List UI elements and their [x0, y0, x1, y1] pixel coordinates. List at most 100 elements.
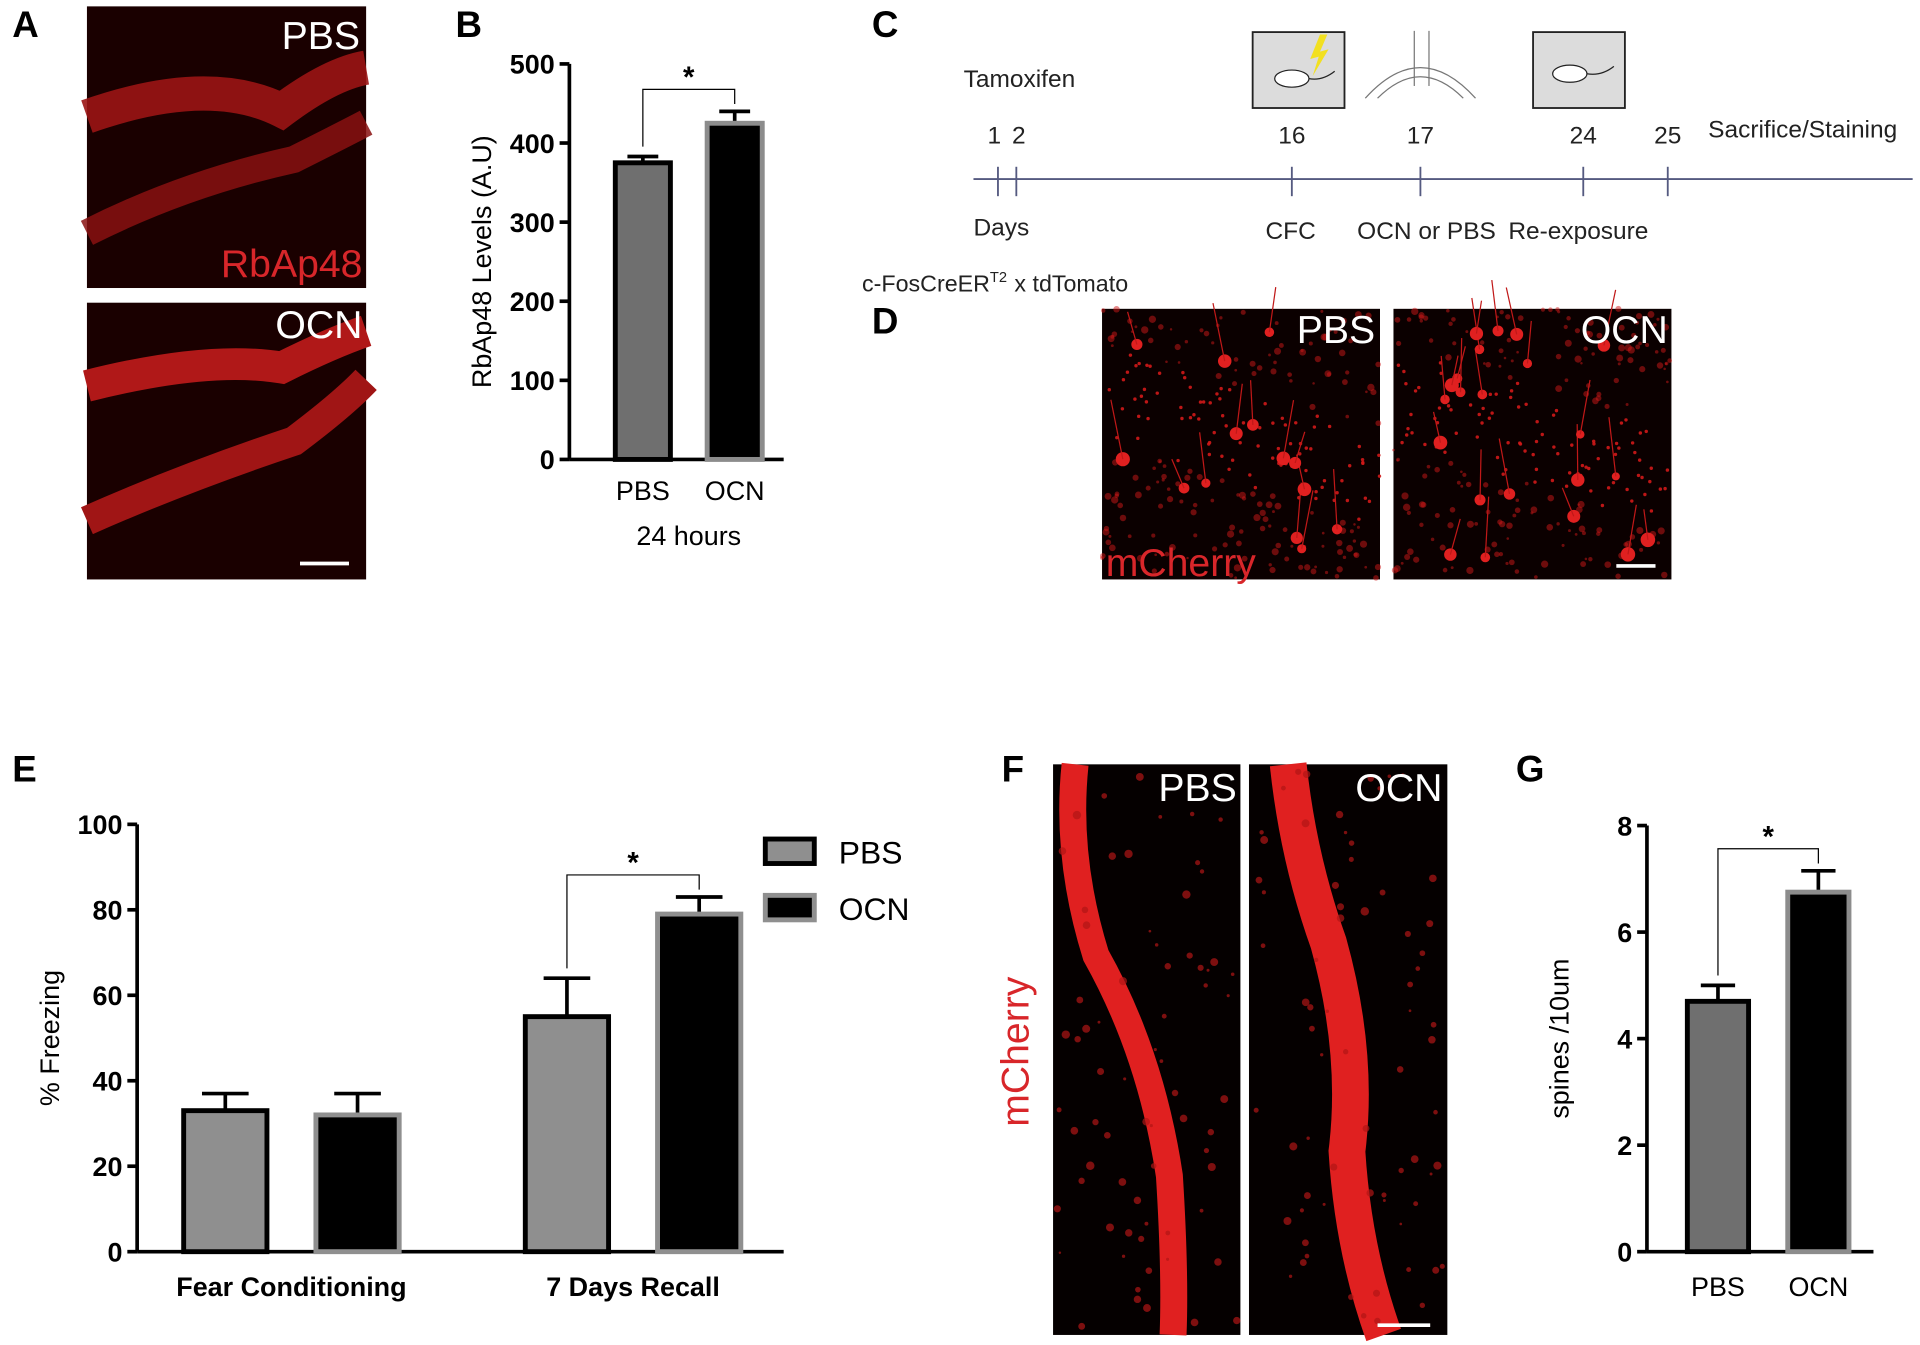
cell-dot — [1660, 347, 1666, 353]
cell-dot — [1288, 442, 1293, 446]
cell-dot — [1505, 314, 1511, 320]
cell-dot — [1592, 442, 1596, 446]
cell-dot — [1516, 405, 1521, 409]
spine-dot — [1195, 860, 1201, 866]
cell-dot — [1400, 440, 1404, 445]
cell-dot — [1161, 473, 1167, 480]
spine-dot — [1401, 773, 1405, 777]
y-tick-label: 2 — [1617, 1131, 1632, 1161]
cell-dot — [1523, 449, 1527, 453]
cell-dot — [1361, 461, 1365, 466]
y-axis-label: % Freezing — [35, 970, 65, 1106]
cell-dot — [1164, 551, 1170, 557]
spine-dot — [1301, 998, 1310, 1007]
spine-dot — [1362, 1124, 1370, 1132]
cell-dot — [1584, 465, 1588, 469]
spine-dot — [1135, 772, 1144, 781]
cell-dot — [1499, 309, 1504, 315]
cell-dot — [1633, 450, 1637, 455]
cell-dot — [1345, 370, 1350, 375]
cell-process — [1475, 300, 1483, 334]
spine-dot — [1074, 1035, 1081, 1043]
cell-dot — [1446, 308, 1450, 313]
bar — [313, 1112, 402, 1255]
spine-dot — [1261, 890, 1266, 895]
cell-dot — [1555, 385, 1563, 393]
cell-dot — [1653, 322, 1657, 327]
cell-dot — [1546, 523, 1554, 531]
spine-dot — [1233, 1316, 1241, 1325]
cell-dot — [1555, 353, 1562, 360]
cell-dot — [1136, 414, 1141, 419]
cell-dot — [1357, 444, 1362, 449]
cell-dot — [1657, 527, 1665, 535]
timeline-label: Sacrifice/Staining — [1708, 116, 1897, 143]
panel-letter: B — [456, 4, 483, 45]
cell-dot — [1198, 400, 1203, 404]
spine-dot — [1331, 881, 1340, 889]
cell-dot — [1631, 332, 1637, 338]
cell-dot — [1643, 492, 1647, 497]
cell-dot — [1596, 391, 1602, 397]
cell-dot — [1240, 309, 1246, 315]
cell-dot — [1574, 328, 1581, 334]
spine-dot — [1336, 903, 1345, 911]
cell-dot — [1219, 386, 1223, 391]
spine-dot — [1218, 817, 1223, 822]
spine-dot — [1108, 852, 1117, 860]
cell-dot — [1215, 392, 1219, 396]
spine-dot — [1165, 1230, 1171, 1236]
cell-dot — [1524, 402, 1528, 407]
timeline-day: 1 — [987, 123, 1001, 150]
cell-dot — [1635, 344, 1641, 350]
cell-dot — [1648, 479, 1652, 484]
cell-dot — [1625, 487, 1629, 492]
cell-dot — [1506, 337, 1512, 343]
spine-dot — [1097, 1067, 1105, 1075]
cell-dot — [1169, 544, 1176, 551]
spine-dot — [1092, 1119, 1099, 1126]
cell-dot — [1481, 406, 1485, 411]
cell-dot — [1121, 378, 1126, 382]
cell-dot — [1100, 553, 1106, 559]
spine-dot — [1253, 1107, 1259, 1113]
cell-dot — [1596, 456, 1600, 461]
cell-dot — [1310, 568, 1317, 575]
cell-dot — [1230, 458, 1235, 462]
cell-dot — [1556, 452, 1560, 456]
cell-dot — [1616, 354, 1624, 362]
cell-dot — [1591, 439, 1596, 444]
cell-dot — [1263, 401, 1267, 406]
cell-process — [1451, 355, 1459, 386]
cell-dot — [1363, 496, 1368, 500]
cell-dot — [1144, 400, 1149, 404]
x-tick-label: OCN — [1788, 1272, 1848, 1302]
cell-dot — [1456, 480, 1461, 485]
cell-dot — [1396, 340, 1402, 347]
cell-dot — [1663, 367, 1666, 371]
spine-dot — [1220, 1095, 1229, 1103]
cell-dot — [1222, 542, 1228, 548]
spine-dot — [1121, 1254, 1126, 1258]
spine-dot — [1206, 968, 1210, 972]
spine-dot — [1433, 1109, 1438, 1115]
cell-body — [1640, 532, 1656, 548]
cell-dot — [1443, 450, 1447, 454]
cell-dot — [1360, 457, 1365, 462]
cell-process — [1505, 287, 1518, 335]
cell-dot — [1268, 524, 1272, 528]
bar — [1684, 998, 1752, 1255]
spine-dot — [1432, 1266, 1440, 1274]
spine-dot — [1148, 929, 1152, 933]
cell-dot — [1367, 499, 1372, 504]
y-tick-label: 100 — [78, 810, 123, 840]
cell-dot — [1274, 502, 1282, 510]
cell-dot — [1276, 446, 1281, 451]
cell-dot — [1228, 573, 1234, 578]
cell-dot — [1268, 353, 1271, 357]
spine-dot — [1348, 840, 1355, 846]
cell-dot — [1505, 561, 1509, 566]
cell-dot — [1630, 441, 1635, 445]
y-axis-label: RbAp48 Levels (A.U) — [467, 135, 497, 388]
